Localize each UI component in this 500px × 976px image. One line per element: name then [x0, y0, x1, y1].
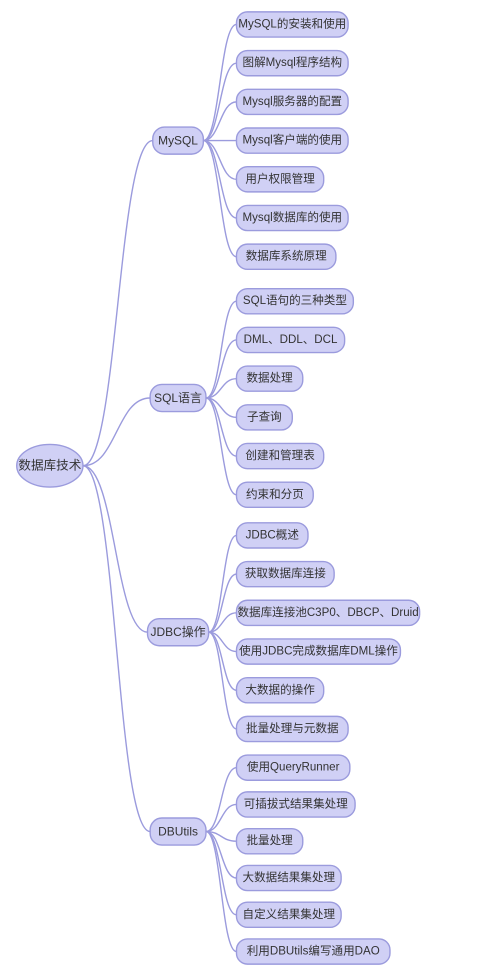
- edges-layer: [83, 24, 236, 951]
- leaf-dbutils-2-label: 批量处理: [246, 833, 293, 847]
- edge-mysql-0: [203, 24, 236, 140]
- leaf-mysql-0-label: MySQL的安装和使用: [238, 16, 346, 30]
- edge-dbutils-0: [206, 768, 237, 832]
- edge-mysql-5: [203, 141, 236, 218]
- branch-mysql-label: MySQL: [158, 134, 198, 148]
- edge-dbutils-5: [206, 832, 237, 952]
- edge-mysql-6: [203, 141, 236, 257]
- leaf-jdbc-2-label: 数据库连接池C3P0、DBCP、Druid: [237, 605, 418, 619]
- leaf-jdbc-5-label: 批量处理与元数据: [246, 721, 339, 735]
- edge-root-mysql: [83, 141, 153, 466]
- edge-sqllang-0: [206, 301, 237, 398]
- edge-mysql-1: [203, 63, 236, 140]
- leaf-sqllang-3-label: 子查询: [247, 409, 282, 423]
- leaf-mysql-6-label: 数据库系统原理: [246, 249, 327, 263]
- leaf-dbutils-1-label: 可插拔式结果集处理: [244, 796, 349, 810]
- leaf-mysql-4-label: 用户权限管理: [245, 171, 315, 185]
- edge-mysql-2: [203, 102, 236, 141]
- edge-dbutils-1: [206, 804, 237, 831]
- leaf-jdbc-1-label: 获取数据库连接: [245, 566, 326, 580]
- edge-sqllang-5: [206, 398, 237, 495]
- leaf-sqllang-0-label: SQL语句的三种类型: [243, 293, 347, 307]
- leaf-jdbc-0-label: JDBC概述: [246, 528, 300, 541]
- edge-root-jdbc: [83, 466, 148, 632]
- edge-jdbc-5: [209, 632, 237, 729]
- edge-jdbc-0: [209, 535, 237, 632]
- branch-dbutils-label: DBUtils: [158, 825, 198, 839]
- branch-sqllang-label: SQL语言: [154, 391, 202, 405]
- leaf-dbutils-3-label: 大数据结果集处理: [243, 870, 336, 884]
- leaf-dbutils-0-label: 使用QueryRunner: [247, 760, 340, 774]
- root-label: 数据库技术: [18, 458, 81, 473]
- leaf-sqllang-4-label: 创建和管理表: [245, 448, 315, 462]
- leaf-sqllang-5-label: 约束和分页: [246, 487, 304, 501]
- leaf-jdbc-3-label: 使用JDBC完成数据库DML操作: [239, 644, 398, 658]
- leaf-mysql-3-label: Mysql客户端的使用: [243, 133, 343, 147]
- leaf-mysql-2-label: Mysql服务器的配置: [243, 94, 343, 108]
- leaf-sqllang-2-label: 数据处理: [246, 371, 293, 385]
- edge-dbutils-4: [206, 832, 237, 915]
- leaf-sqllang-1-label: DML、DDL、DCL: [244, 334, 338, 346]
- edge-root-dbutils: [83, 466, 150, 832]
- leaf-mysql-5-label: Mysql数据库的使用: [243, 210, 343, 224]
- mindmap-diagram: 数据库技术 MySQL SQL语言 JDBC操作 DBUtils MySQL的安装和使用图…: [0, 0, 500, 976]
- leaf-dbutils-4-label: 自定义结果集处理: [243, 907, 336, 921]
- branch-jdbc-label: JDBC操作: [151, 624, 206, 639]
- edge-mysql-4: [203, 141, 236, 180]
- leaf-mysql-1-label: 图解Mysql程序结构: [243, 55, 343, 69]
- leaf-dbutils-5-label: 利用DBUtils编写通用DAO: [247, 944, 380, 958]
- leaf-jdbc-4-label: 大数据的操作: [245, 682, 315, 696]
